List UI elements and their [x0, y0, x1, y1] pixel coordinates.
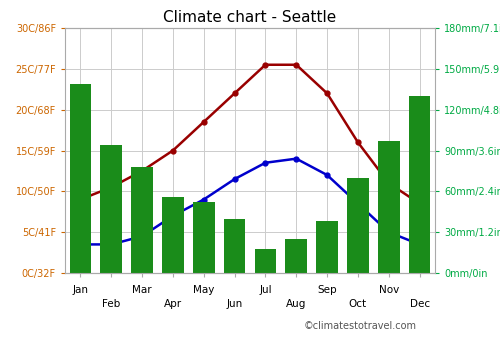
- Bar: [162, 197, 184, 273]
- Text: Aug: Aug: [286, 299, 306, 309]
- Text: Nov: Nov: [378, 285, 399, 295]
- Text: Sep: Sep: [318, 285, 337, 295]
- Bar: [378, 141, 400, 273]
- Text: Apr: Apr: [164, 299, 182, 309]
- Bar: [316, 221, 338, 273]
- Title: Climate chart - Seattle: Climate chart - Seattle: [164, 10, 336, 26]
- Bar: [224, 218, 246, 273]
- Text: Feb: Feb: [102, 299, 120, 309]
- Bar: [254, 248, 276, 273]
- Text: Jul: Jul: [259, 285, 272, 295]
- Text: May: May: [193, 285, 214, 295]
- Bar: [286, 239, 307, 273]
- Bar: [193, 202, 214, 273]
- Bar: [132, 167, 153, 273]
- Bar: [347, 178, 368, 273]
- Bar: [409, 96, 430, 273]
- Bar: [100, 145, 122, 273]
- Text: Jan: Jan: [72, 285, 88, 295]
- Text: Oct: Oct: [349, 299, 367, 309]
- Text: Mar: Mar: [132, 285, 152, 295]
- Text: Jun: Jun: [226, 299, 242, 309]
- Bar: [70, 84, 91, 273]
- Text: Dec: Dec: [410, 299, 430, 309]
- Text: ©climatestotravel.com: ©climatestotravel.com: [304, 321, 416, 331]
